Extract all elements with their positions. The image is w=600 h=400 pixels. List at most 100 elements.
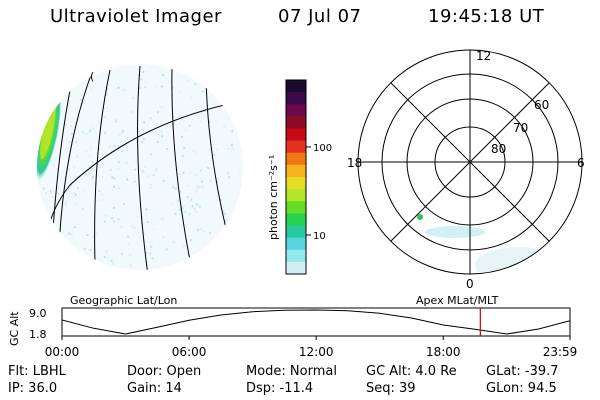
noise-pixel: [88, 154, 91, 157]
noise-pixel: [187, 196, 189, 199]
noise-pixel: [138, 87, 141, 89]
noise-pixel: [149, 252, 152, 255]
noise-pixel: [142, 70, 145, 73]
noise-pixel: [194, 151, 197, 154]
noise-pixel: [125, 161, 128, 164]
noise-pixel: [100, 193, 103, 196]
noise-pixel: [64, 203, 67, 206]
noise-pixel: [84, 173, 87, 175]
polar-plot: 12 18 6 0 60 70 80: [347, 49, 585, 291]
noise-pixel: [146, 260, 149, 263]
noise-pixel: [161, 217, 164, 220]
instrument-title: Ultraviolet Imager: [50, 6, 222, 27]
colorbar-band: [286, 213, 306, 226]
noise-pixel: [88, 130, 91, 133]
noise-pixel: [131, 111, 134, 114]
noise-pixel: [179, 90, 182, 93]
polar-haze: [475, 247, 565, 274]
colorbar: 100 10 photon cm⁻²s⁻¹: [267, 79, 332, 275]
noise-pixel: [209, 120, 211, 123]
noise-pixel: [187, 184, 190, 187]
noise-pixel: [152, 174, 155, 177]
noise-pixel: [73, 191, 76, 194]
mlat-label-80: 80: [491, 142, 506, 156]
date-label: 07 Jul 07: [278, 6, 362, 27]
timeline-left-label: Geographic Lat/Lon: [70, 294, 177, 307]
noise-pixel: [196, 185, 199, 188]
noise-pixel: [151, 241, 153, 244]
noise-pixel: [203, 115, 206, 117]
noise-pixel: [104, 214, 107, 217]
noise-pixel: [117, 161, 120, 164]
noise-pixel: [127, 242, 130, 245]
noise-pixel: [73, 226, 76, 229]
noise-pixel: [71, 133, 74, 135]
noise-pixel: [144, 86, 147, 89]
noise-pixel: [182, 171, 185, 174]
status-gain: Gain: 14: [127, 381, 182, 396]
timeline-x-tick-label: 12:00: [299, 345, 334, 359]
noise-pixel: [187, 79, 190, 82]
noise-pixel: [121, 150, 124, 153]
noise-pixel: [58, 192, 60, 195]
noise-pixel: [179, 208, 181, 211]
colorbar-band: [286, 249, 306, 263]
status-glat: GLat: -39.7: [486, 364, 559, 379]
noise-pixel: [86, 234, 89, 237]
noise-pixel: [98, 122, 101, 125]
timeline-right-label: Apex MLat/MLT: [416, 294, 499, 307]
noise-pixel: [181, 155, 184, 158]
noise-pixel: [149, 131, 152, 134]
noise-pixel: [145, 251, 148, 254]
noise-pixel: [138, 130, 141, 133]
noise-pixel: [194, 83, 197, 86]
noise-pixel: [117, 145, 119, 148]
noise-pixel: [213, 154, 216, 157]
noise-pixel: [174, 212, 177, 215]
noise-pixel: [123, 88, 126, 91]
noise-pixel: [121, 130, 124, 133]
noise-pixel: [113, 220, 116, 223]
noise-pixel: [177, 199, 179, 202]
noise-pixel: [112, 263, 115, 266]
noise-pixel: [70, 125, 73, 127]
noise-pixel: [63, 123, 66, 126]
noise-pixel: [224, 213, 227, 216]
mlt-label-0: 0: [466, 277, 474, 291]
noise-pixel: [50, 192, 53, 195]
noise-pixel: [68, 232, 71, 235]
noise-pixel: [180, 135, 183, 138]
noise-pixel: [135, 215, 138, 218]
colorbar-band: [286, 80, 306, 93]
gc-alt-curve: [62, 309, 570, 335]
noise-pixel: [145, 208, 148, 211]
noise-pixel: [209, 179, 212, 182]
noise-pixel: [90, 123, 93, 126]
noise-pixel: [104, 115, 106, 118]
noise-pixel: [150, 245, 152, 248]
noise-pixel: [49, 189, 52, 192]
noise-pixel: [112, 185, 115, 188]
noise-pixel: [171, 86, 174, 89]
noise-pixel: [97, 199, 100, 201]
disk-tick: (: [90, 70, 94, 83]
noise-pixel: [106, 88, 109, 90]
noise-pixel: [226, 171, 229, 174]
noise-pixel: [110, 217, 113, 220]
noise-pixel: [144, 165, 147, 168]
noise-pixel: [98, 190, 101, 192]
noise-pixel: [108, 145, 111, 148]
noise-pixel: [91, 167, 94, 170]
noise-pixel: [83, 132, 85, 135]
colorbar-unit-label: photon cm⁻²s⁻¹: [267, 155, 280, 240]
noise-pixel: [162, 236, 165, 239]
noise-pixel: [121, 253, 123, 256]
timeline-ytick-bottom: 1.8: [29, 328, 47, 341]
noise-pixel: [81, 208, 84, 211]
noise-pixel: [150, 153, 153, 156]
noise-pixel: [179, 190, 182, 193]
noise-pixel: [130, 225, 133, 228]
noise-pixel: [98, 120, 100, 123]
colorbar-band: [286, 189, 306, 202]
noise-pixel: [76, 175, 79, 178]
